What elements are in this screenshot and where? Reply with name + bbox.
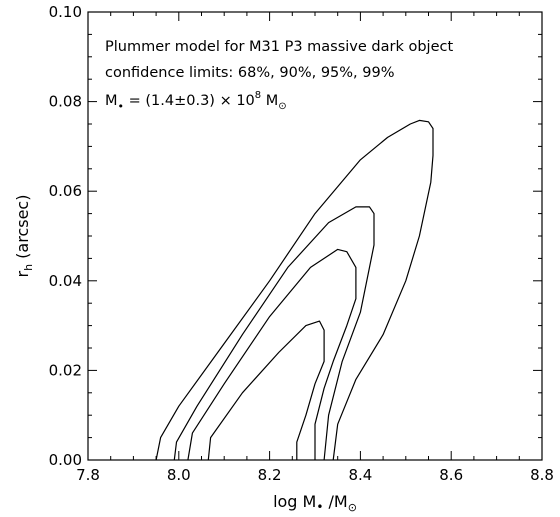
x-axis-label-text: log M [273, 492, 316, 511]
x-tick-label: 7.8 [76, 466, 100, 484]
x-tick-label: 8.8 [530, 466, 554, 484]
x-tick-label: 8.6 [439, 466, 463, 484]
y-tick-label: 0.08 [49, 93, 82, 111]
contour-95pct [173, 206, 375, 461]
y-tick-label: 0.04 [49, 272, 82, 290]
y-tick-labels: 0.00 0.02 0.04 0.06 0.08 0.10 [49, 3, 82, 469]
annotation-mass-sub: • [118, 100, 125, 113]
annotation-mass-prefix: M [105, 93, 118, 109]
annotation-confidence: confidence limits: 68%, 90%, 95%, 99% [105, 65, 395, 81]
contour-68pct [207, 320, 325, 461]
x-tick-label: 8.0 [167, 466, 191, 484]
contour-lines [155, 119, 434, 461]
x-axis-label-sub: • [316, 500, 323, 514]
y-tick-label: 0.00 [49, 451, 82, 469]
annotation-mass-unit-sub: ⊙ [278, 101, 286, 112]
x-axis-label: log M• /M⊙ [273, 492, 357, 514]
y-tick-label: 0.06 [49, 182, 82, 200]
y-axis-label-text: r [13, 270, 32, 277]
x-tick-label: 8.4 [348, 466, 372, 484]
y-tick-label: 0.02 [49, 361, 82, 379]
x-tick-label: 8.2 [258, 466, 282, 484]
x-tick-labels: 7.8 8.0 8.2 8.4 8.6 8.8 [76, 466, 554, 484]
y-tick-label: 0.10 [49, 3, 82, 21]
y-axis-label-sub: h [22, 264, 35, 271]
annotation-mass: M• = (1.4±0.3) × 108 M⊙ [105, 90, 287, 113]
contour-99pct [155, 119, 434, 461]
contour-90pct [187, 248, 357, 461]
axis-ticks [87, 11, 543, 461]
annotation-mass-unit: M [261, 93, 278, 109]
annotation-mass-exponent: 8 [255, 90, 261, 101]
annotation-mass-value: = (1.4±0.3) × 10 [124, 93, 255, 109]
x-axis-label-tail: /M [323, 492, 347, 511]
x-axis-label-tail-sub: ⊙ [348, 501, 357, 514]
annotation-title: Plummer model for M31 P3 massive dark ob… [105, 39, 453, 55]
y-axis-label: rh (arcsec) [13, 195, 35, 278]
y-axis-label-tail: (arcsec) [13, 195, 32, 264]
